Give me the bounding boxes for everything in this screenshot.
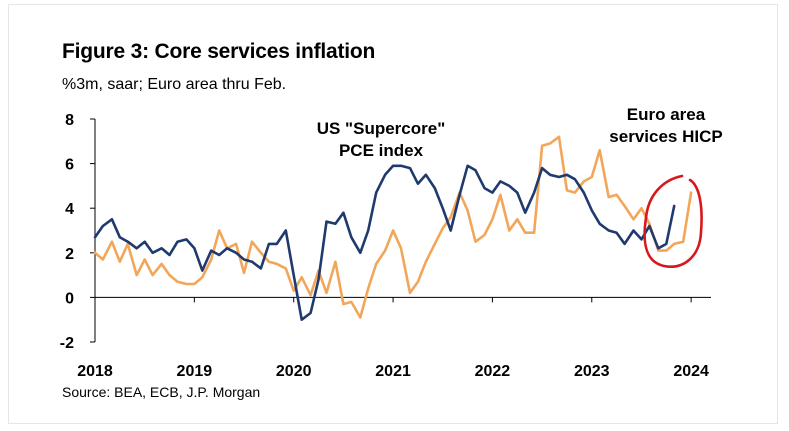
annotation-label: services HICP xyxy=(609,127,722,146)
chart-frame xyxy=(8,4,778,424)
chart-subtitle: %3m, saar; Euro area thru Feb. xyxy=(62,76,287,93)
series-line-supercore-pce xyxy=(93,164,676,321)
y-tick-label: 8 xyxy=(65,112,74,129)
chart-title: Figure 3: Core services inflation xyxy=(62,40,376,63)
x-tick-label: 2020 xyxy=(276,363,312,380)
x-tick-label: 2022 xyxy=(475,363,511,380)
highlight-circle xyxy=(643,174,703,268)
y-tick-label: -2 xyxy=(60,335,74,352)
y-tick-label: 4 xyxy=(65,201,74,218)
x-tick-label: 2019 xyxy=(177,363,213,380)
x-tick-label: 2018 xyxy=(77,363,113,380)
y-tick-label: 0 xyxy=(65,290,74,307)
annotation-label: US "Supercore" xyxy=(317,119,446,138)
annotation-label: Euro area xyxy=(627,105,706,124)
series-line-euro-services-hicp xyxy=(93,135,693,319)
annotation-label: PCE index xyxy=(339,141,424,160)
y-tick-label: 6 xyxy=(65,157,74,174)
x-tick-label: 2021 xyxy=(375,363,411,380)
chart-source: Source: BEA, ECB, J.P. Morgan xyxy=(62,384,261,400)
y-tick-label: 2 xyxy=(65,246,74,263)
x-tick-label: 2024 xyxy=(673,363,709,380)
x-tick-label: 2023 xyxy=(574,363,610,380)
